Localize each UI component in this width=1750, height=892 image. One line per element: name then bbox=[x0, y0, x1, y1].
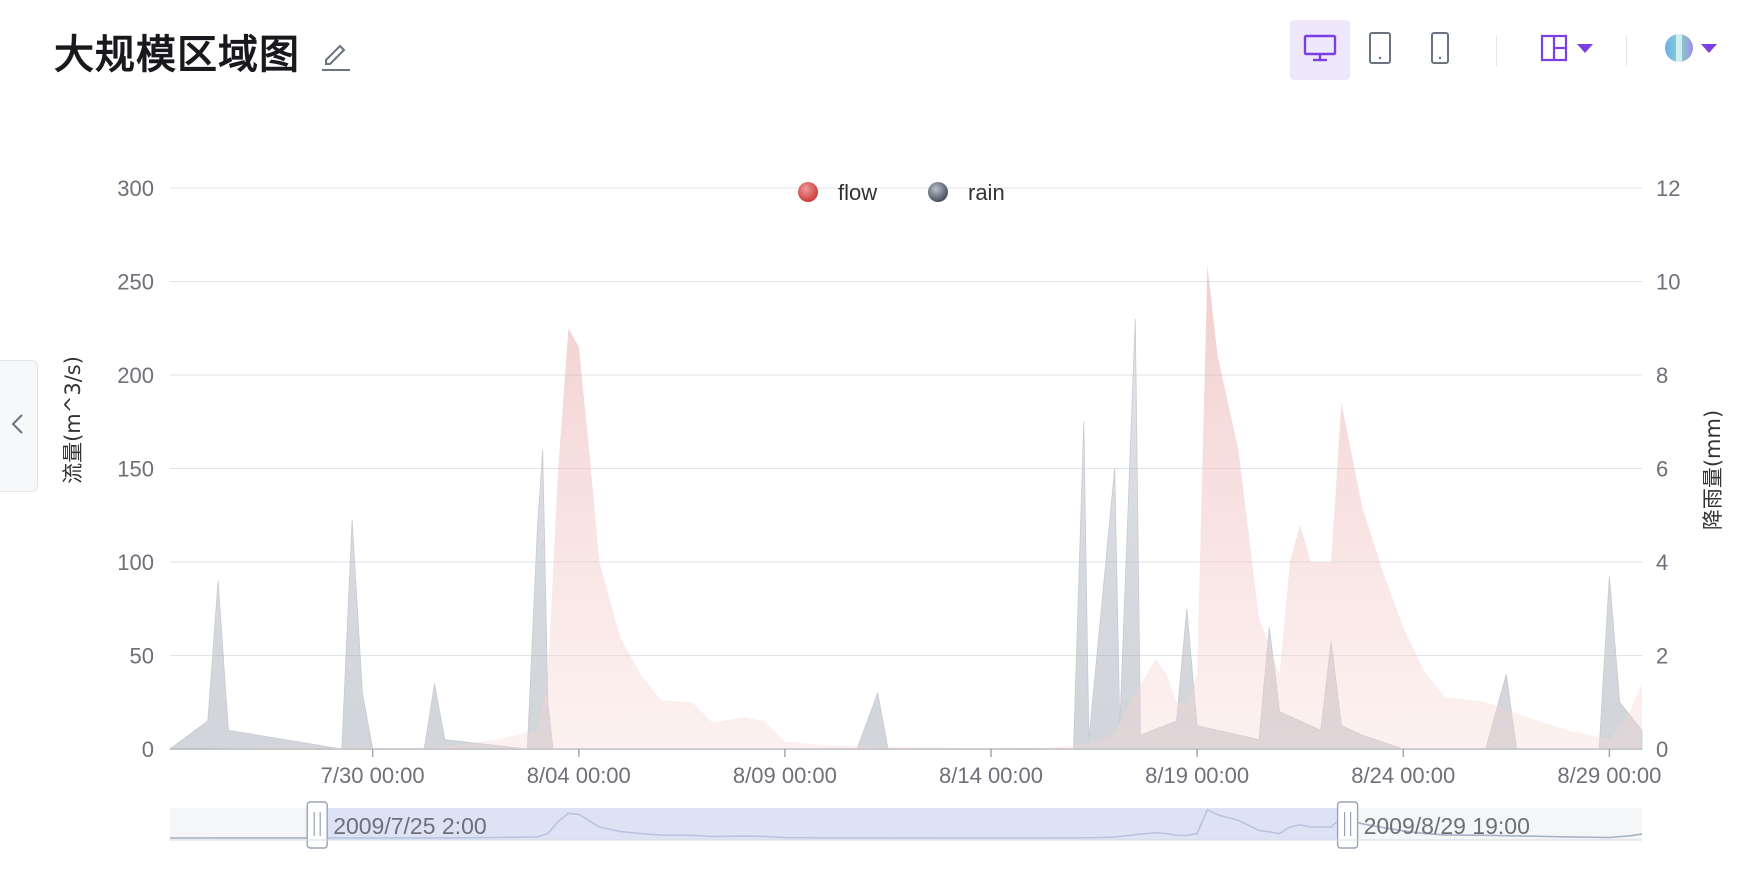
x-tick-label: 8/14 00:00 bbox=[939, 763, 1043, 788]
view-toolbar bbox=[1290, 20, 1730, 80]
right-tick-label: 4 bbox=[1656, 550, 1668, 575]
left-tick-label: 300 bbox=[117, 176, 154, 201]
data-zoom-end-label: 2009/8/29 19:00 bbox=[1364, 813, 1530, 839]
layout-dropdown-button[interactable] bbox=[1526, 20, 1606, 80]
right-tick-label: 0 bbox=[1656, 737, 1668, 762]
legend-rain-marker bbox=[928, 182, 948, 202]
right-axis-label: 降雨量(mm) bbox=[1701, 410, 1725, 530]
left-tick-label: 100 bbox=[117, 550, 154, 575]
legend-item-flow[interactable]: flow bbox=[798, 180, 877, 205]
flow-area bbox=[170, 266, 1642, 749]
x-axis: 7/30 00:00 8/04 00:00 8/09 00:00 8/14 00:00… bbox=[321, 749, 1661, 788]
chart-grid bbox=[170, 187, 1642, 750]
left-tick-label: 50 bbox=[130, 644, 154, 669]
layout-icon bbox=[1539, 33, 1569, 68]
flow-series bbox=[170, 266, 1642, 749]
theme-icon bbox=[1663, 32, 1695, 69]
x-tick-label: 8/19 00:00 bbox=[1145, 763, 1249, 788]
right-tick-label: 12 bbox=[1656, 176, 1680, 201]
handle-grip bbox=[1336, 801, 1359, 849]
theme-dropdown-button[interactable] bbox=[1650, 20, 1730, 80]
data-zoom-end-handle[interactable] bbox=[1336, 801, 1359, 849]
left-tick-label: 0 bbox=[142, 737, 154, 762]
left-axis: 0 50 100 150 200 250 300 bbox=[117, 176, 154, 762]
data-zoom-window[interactable] bbox=[317, 808, 1348, 840]
left-tick-label: 250 bbox=[117, 270, 154, 295]
x-tick-label: 8/09 00:00 bbox=[733, 763, 837, 788]
right-tick-label: 8 bbox=[1656, 363, 1668, 388]
mobile-view-button[interactable] bbox=[1410, 20, 1470, 80]
edit-icon[interactable] bbox=[320, 36, 352, 72]
page-title: 大规模区域图 bbox=[54, 32, 300, 78]
legend-flow-label: flow bbox=[838, 180, 877, 205]
sidebar-toggle[interactable] bbox=[0, 360, 38, 492]
tablet-icon bbox=[1367, 31, 1393, 70]
caret-down-icon bbox=[1701, 41, 1717, 59]
left-axis-label: 流量(m^3/s) bbox=[61, 356, 85, 484]
right-tick-label: 10 bbox=[1656, 270, 1680, 295]
chevron-left-icon bbox=[10, 413, 24, 440]
legend-flow-marker bbox=[798, 182, 818, 202]
left-tick-label: 150 bbox=[117, 457, 154, 482]
right-tick-label: 6 bbox=[1656, 457, 1668, 482]
chart-legend: flow rain bbox=[798, 180, 1005, 205]
handle-grip bbox=[306, 801, 328, 849]
data-zoom-start-handle[interactable] bbox=[306, 801, 328, 849]
caret-down-icon bbox=[1577, 41, 1593, 59]
desktop-icon bbox=[1303, 33, 1337, 68]
desktop-view-button[interactable] bbox=[1290, 20, 1350, 80]
right-tick-label: 2 bbox=[1656, 644, 1668, 669]
x-tick-label: 7/30 00:00 bbox=[321, 763, 425, 788]
data-zoom-slider[interactable]: 2009/7/25 2:00 2009/8/29 19:00 bbox=[169, 801, 1643, 849]
toolbar-divider bbox=[1496, 36, 1497, 66]
left-tick-label: 200 bbox=[117, 363, 154, 388]
x-tick-label: 8/29 00:00 bbox=[1557, 763, 1661, 788]
toolbar-divider bbox=[1626, 36, 1627, 66]
x-tick-label: 8/24 00:00 bbox=[1351, 763, 1455, 788]
mobile-icon bbox=[1429, 31, 1451, 70]
legend-rain-label: rain bbox=[968, 180, 1005, 205]
right-axis: 0 2 4 6 8 10 12 bbox=[1656, 176, 1680, 762]
data-zoom-start-label: 2009/7/25 2:00 bbox=[333, 813, 486, 839]
x-tick-label: 8/04 00:00 bbox=[527, 763, 631, 788]
legend-item-rain[interactable]: rain bbox=[928, 180, 1005, 205]
tablet-view-button[interactable] bbox=[1350, 20, 1410, 80]
